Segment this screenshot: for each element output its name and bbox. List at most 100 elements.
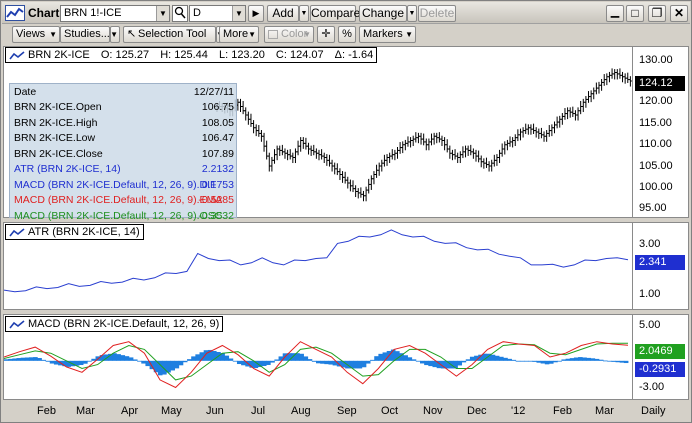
play-button[interactable]: ▶ bbox=[248, 5, 264, 22]
date-tick: '12 bbox=[511, 405, 526, 417]
macd-axis[interactable]: 5.00 2.0469 -0.2931 -3.00 bbox=[633, 314, 689, 400]
series-icon bbox=[9, 228, 25, 237]
macd-histogram-bar bbox=[270, 360, 275, 363]
selection-tool-label: Selection Tool bbox=[138, 28, 207, 40]
macd-histogram-bar bbox=[619, 360, 625, 363]
macd-histogram-bar bbox=[157, 360, 163, 376]
symbol-input[interactable]: BRN 1!-ICE ▼ bbox=[60, 5, 170, 22]
macd-histogram-bar bbox=[357, 360, 363, 369]
macd-histogram-bar bbox=[432, 360, 438, 368]
macd-histogram-bar bbox=[62, 360, 67, 367]
data-row: BRN 2K-ICE.Low 106.47 bbox=[14, 132, 234, 145]
macd-histogram-bar bbox=[83, 360, 88, 364]
price-tick: 105.00 bbox=[639, 160, 673, 172]
selection-tool-button[interactable]: ↖ Selection Tool bbox=[123, 26, 216, 43]
restore-button[interactable]: ❐ bbox=[648, 5, 666, 22]
macd-histogram-bar bbox=[565, 358, 571, 361]
macd-histogram-bar bbox=[224, 355, 230, 361]
color-button[interactable]: Color ▼ bbox=[264, 26, 314, 43]
macd-histogram-bar bbox=[182, 360, 188, 363]
macd-histogram-bar bbox=[316, 360, 321, 364]
macd-legend[interactable]: MACD (BRN 2K-ICE.Default, 12, 26, 9) bbox=[5, 316, 224, 332]
macd-histogram-bar bbox=[8, 358, 13, 361]
macd-histogram-bar bbox=[203, 350, 209, 361]
macd-histogram-bar bbox=[141, 360, 146, 364]
close-button[interactable]: ✕ bbox=[670, 5, 688, 22]
data-row: ATR (BRN 2K-ICE, 14) 2.2132 bbox=[14, 163, 234, 176]
macd-histogram-bar bbox=[128, 357, 134, 361]
studies-button[interactable]: Studies... bbox=[60, 26, 110, 43]
macd-histogram-bar bbox=[91, 358, 96, 361]
macd-histogram-bar bbox=[524, 360, 529, 362]
atr-legend[interactable]: ATR (BRN 2K-ICE, 14) bbox=[5, 224, 144, 240]
macd-histogram-bar bbox=[461, 360, 467, 363]
search-icon[interactable] bbox=[172, 5, 188, 22]
minimize-button[interactable]: ▁ bbox=[606, 5, 624, 22]
series-icon bbox=[9, 320, 25, 329]
add-button[interactable]: Add bbox=[267, 5, 299, 22]
views-button[interactable]: Views ▼ bbox=[12, 26, 60, 43]
data-key: BRN 2K-ICE.Close bbox=[14, 147, 103, 160]
macd-histogram-bar bbox=[494, 355, 500, 361]
add-dropdown-icon[interactable]: ▼ bbox=[299, 5, 309, 22]
macd-histogram-bar bbox=[311, 360, 317, 362]
macd-histogram-bar bbox=[544, 360, 550, 365]
studies-dropdown[interactable]: ▼ bbox=[110, 26, 120, 43]
data-key: BRN 2K-ICE.Open bbox=[14, 101, 102, 113]
date-axis[interactable]: Feb Mar Apr May Jun Jul Aug Sep Oct Nov Dec '12 Feb M… bbox=[3, 401, 689, 421]
macd-histogram-bar bbox=[149, 360, 155, 370]
macd-histogram-bar bbox=[378, 353, 383, 361]
chart-toolbar: Views▼ Studies... ▼ ↖Selection Tool ▼ Mo… bbox=[2, 25, 690, 45]
date-tick: Mar bbox=[76, 405, 95, 417]
open-value: O: 125.27 bbox=[100, 49, 150, 61]
macd-histogram-bar bbox=[374, 356, 379, 361]
macd-histogram-bar bbox=[132, 359, 138, 361]
interval-select[interactable]: D ▼ bbox=[189, 5, 246, 22]
macd-histogram-bar bbox=[24, 357, 30, 361]
macd-histogram-bar bbox=[590, 358, 596, 361]
views-label: Views bbox=[16, 28, 46, 40]
delete-button[interactable]: Delete bbox=[418, 5, 456, 22]
change-dropdown-icon[interactable]: ▼ bbox=[407, 5, 417, 22]
macd-histogram-bar bbox=[540, 360, 546, 364]
price-axis[interactable]: 130.00 124.12 120.00 115.00 110.00 105.0… bbox=[633, 46, 689, 218]
macd-histogram-bar bbox=[108, 353, 113, 361]
macd-histogram-bar bbox=[365, 360, 371, 364]
more-button[interactable]: More ▼ bbox=[219, 26, 259, 43]
macd-histogram-bar bbox=[74, 360, 80, 366]
macd-histogram-bar bbox=[482, 353, 487, 361]
data-key: Date bbox=[14, 86, 37, 98]
macd-histogram-bar bbox=[236, 360, 242, 365]
macd-histogram-bar bbox=[332, 360, 338, 366]
chevron-down-icon[interactable]: ▼ bbox=[156, 6, 169, 21]
macd-histogram-bar bbox=[120, 355, 126, 361]
chevron-down-icon[interactable]: ▼ bbox=[232, 6, 245, 21]
data-key: BRN 2K-ICE.High bbox=[14, 116, 98, 129]
macd-histogram-bar bbox=[507, 358, 512, 361]
compare-button[interactable]: Compare bbox=[310, 5, 361, 22]
data-row: BRN 2K-ICE.Close 107.89 bbox=[14, 148, 234, 161]
percent-button[interactable]: % bbox=[338, 26, 356, 43]
change-button[interactable]: Change bbox=[359, 5, 407, 22]
markers-button[interactable]: Markers ▼ bbox=[359, 26, 416, 43]
macd-histogram-bar bbox=[478, 354, 483, 361]
macd-histogram-bar bbox=[561, 359, 567, 361]
macd-histogram-bar bbox=[594, 358, 600, 361]
atr-tick: 1.00 bbox=[639, 288, 661, 300]
macd-histogram-bar bbox=[220, 353, 225, 361]
atr-axis[interactable]: 3.00 2.341 1.00 bbox=[633, 222, 689, 310]
macd-histogram-bar bbox=[598, 359, 604, 361]
crosshair-button[interactable]: ✛ bbox=[317, 26, 335, 43]
macd-histogram-bar bbox=[16, 358, 22, 361]
macd-histogram-bar bbox=[49, 360, 55, 364]
data-key: BRN 2K-ICE.Low bbox=[14, 132, 96, 144]
date-tick: Apr bbox=[121, 405, 139, 417]
maximize-button[interactable]: □ bbox=[626, 5, 644, 22]
date-tick: Sep bbox=[337, 405, 357, 417]
chevron-down-icon: ▼ bbox=[49, 30, 57, 39]
macd-histogram-bar bbox=[499, 356, 504, 361]
data-value: -0.5285 bbox=[198, 194, 234, 206]
macd-histogram-bar bbox=[340, 360, 346, 368]
price-legend[interactable]: BRN 2K-ICE O: 125.27 H: 125.44 L: 123.20… bbox=[5, 47, 378, 63]
